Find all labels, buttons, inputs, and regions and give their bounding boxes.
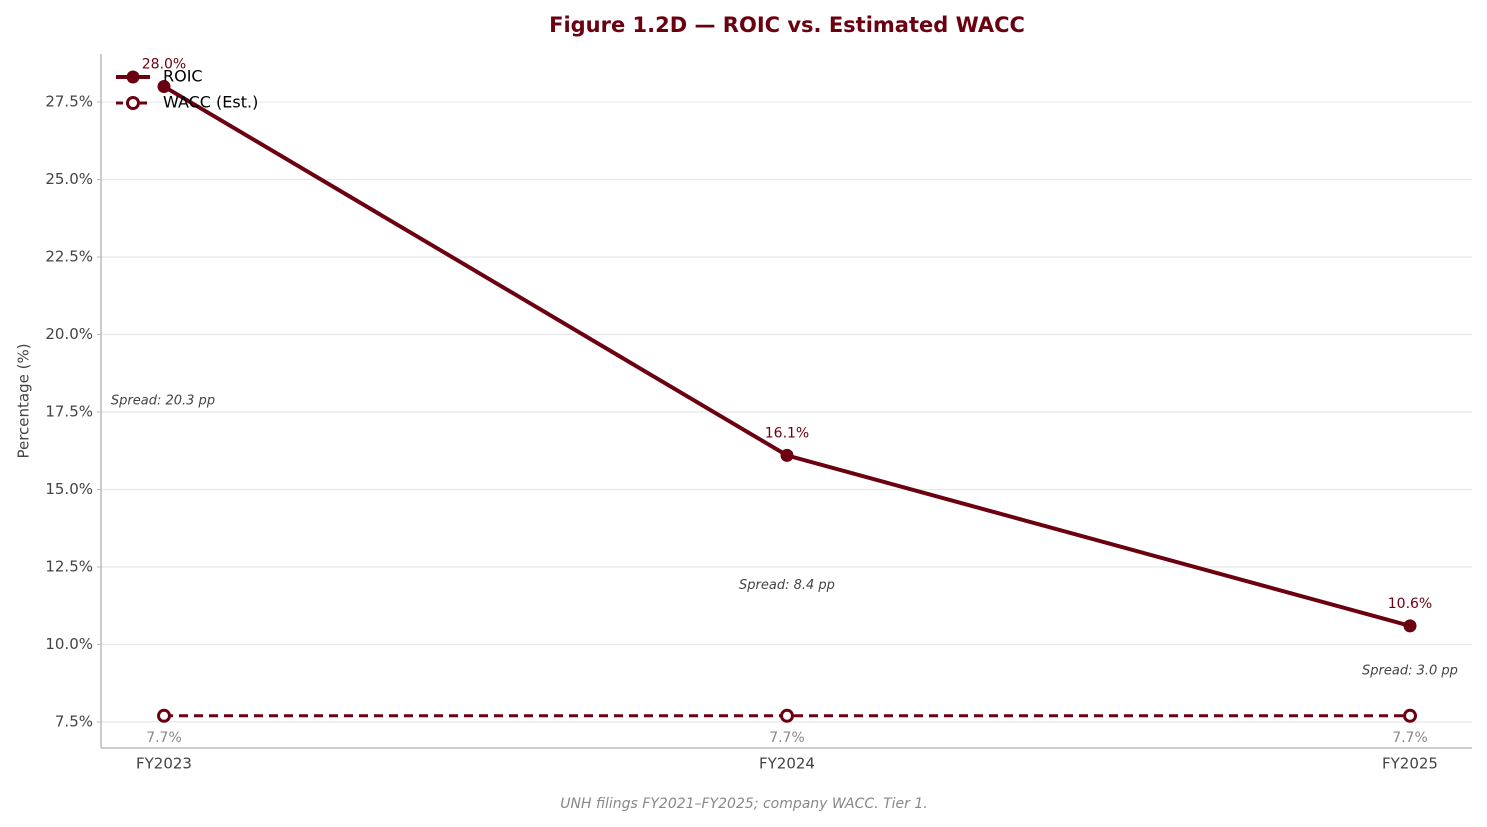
y-tick-label: 22.5% <box>45 248 93 266</box>
point <box>780 708 794 723</box>
legend-label: WACC (Est.) <box>163 93 258 112</box>
y-tick-label: 15.0% <box>45 480 93 498</box>
x-tick-label: FY2023 <box>136 755 192 773</box>
y-axis-label: Percentage (%) <box>15 343 33 458</box>
y-tick-label: 12.5% <box>45 557 93 575</box>
y-tick-label: 27.5% <box>45 93 93 111</box>
x-tick-label: FY2025 <box>1382 755 1438 773</box>
legend-label: ROIC <box>163 67 203 86</box>
value-label: 7.7% <box>769 730 805 746</box>
y-tick-label: 17.5% <box>45 403 93 421</box>
y-tick-label: 25.0% <box>45 170 93 188</box>
point <box>1403 619 1417 633</box>
y-tick-label: 20.0% <box>45 325 93 343</box>
point <box>157 708 171 723</box>
spread-annotation: Spread: 20.3 pp <box>111 394 215 409</box>
value-label: 7.7% <box>1392 730 1428 746</box>
x-tick-label: FY2024 <box>759 755 815 773</box>
legend-marker <box>126 70 140 84</box>
series-line <box>162 84 1411 628</box>
spread-annotation: Spread: 3.0 pp <box>1362 663 1458 678</box>
point <box>780 448 794 462</box>
chart-title: Figure 1.2D — ROIC vs. Estimated WACC <box>549 13 1025 37</box>
value-label: 7.7% <box>146 730 182 746</box>
point <box>157 80 171 94</box>
legend-marker <box>126 96 140 110</box>
y-tick-label: 7.5% <box>55 712 93 730</box>
value-label: 28.0% <box>142 57 186 73</box>
spread-annotation: Spread: 8.4 pp <box>739 578 835 593</box>
y-tick-label: 10.0% <box>45 635 93 653</box>
value-label: 10.6% <box>1388 596 1432 612</box>
source-note: UNH filings FY2021–FY2025; company WACC.… <box>560 796 927 812</box>
point <box>1403 708 1417 723</box>
value-label: 16.1% <box>765 425 809 441</box>
